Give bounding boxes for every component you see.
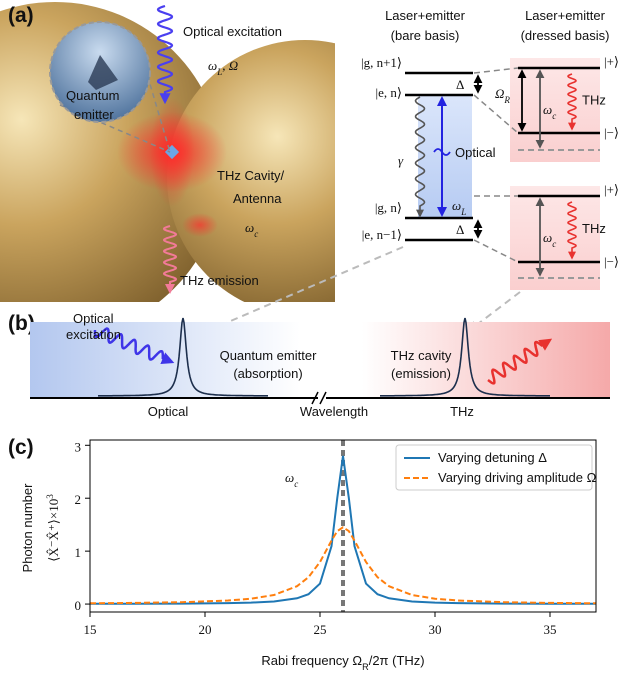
gamma: γ xyxy=(398,153,404,168)
x-axis-label-part: Rabi frequency xyxy=(261,653,352,668)
excitation-label: excitation xyxy=(66,327,121,342)
delta: Δ xyxy=(456,222,464,237)
x-axis-label-part: Ω xyxy=(352,653,362,668)
thz-label: THz xyxy=(582,93,606,108)
x-axis-label-part: /2π (THz) xyxy=(369,653,425,668)
thz-band xyxy=(510,58,600,162)
y-tick-label: 2 xyxy=(75,492,82,507)
emission-label: THz emission xyxy=(180,273,259,288)
excitation-label: Optical excitation xyxy=(183,24,282,39)
axis-label: Wavelength xyxy=(300,404,368,419)
cavity-freq-part: c xyxy=(552,239,556,249)
rabi-freq-part: R xyxy=(503,95,510,105)
resonance-label-part: c xyxy=(294,479,298,489)
header: (dressed basis) xyxy=(521,28,610,43)
x-tick-label: 30 xyxy=(429,622,442,637)
state-label: |−⟩ xyxy=(604,254,619,269)
inset-label: Quantum xyxy=(66,88,119,103)
inset-label: emitter xyxy=(74,107,114,122)
excitation-freq-part: ω xyxy=(208,58,217,73)
level-label: |g, n+1⟩ xyxy=(361,55,402,70)
y-axis-label-part: 3 xyxy=(45,494,55,499)
cavity-freq-part: ω xyxy=(245,220,254,235)
legend-label: Varying driving amplitude Ω xyxy=(438,470,597,485)
level-label: |e, n−1⟩ xyxy=(362,227,402,242)
resonance-label-part: ω xyxy=(285,470,294,485)
thz-band xyxy=(510,186,600,290)
header: Laser+emitter xyxy=(525,8,606,23)
y-tick-label: 0 xyxy=(75,598,82,613)
header: Laser+emitter xyxy=(385,8,466,23)
emitter-label: Quantum emitter xyxy=(220,348,317,363)
field-glow xyxy=(182,213,218,237)
optical-label: Optical xyxy=(455,145,496,160)
resonance-label: ωc xyxy=(285,470,298,489)
figure: (a)QuantumemitterOptical excitationωL, Ω… xyxy=(0,0,634,675)
x-tick-label: 25 xyxy=(314,622,327,637)
level-label: |g, n⟩ xyxy=(375,200,402,215)
level-label: |e, n⟩ xyxy=(376,85,402,100)
x-tick-label: 20 xyxy=(199,622,212,637)
delta: Δ xyxy=(456,77,464,92)
y-axis-label-part: ×10 xyxy=(46,499,61,519)
cavity-freq-part: ω xyxy=(543,230,552,245)
state-label: |+⟩ xyxy=(604,182,619,197)
x-tick-label: 15 xyxy=(84,622,97,637)
y-axis-label-part: ⟨X̂⁻X̂⁺⟩ xyxy=(46,519,61,562)
panel-label: (a) xyxy=(8,4,34,27)
y-axis-label: Photon number xyxy=(20,483,35,573)
rabi-freq: ΩR xyxy=(495,86,510,105)
x-tick-label: 35 xyxy=(544,622,557,637)
x-axis-label: Rabi frequency ΩR/2π (THz) xyxy=(261,653,424,672)
state-label: |−⟩ xyxy=(604,125,619,140)
cavity-freq-part: c xyxy=(254,229,258,239)
y-tick-label: 3 xyxy=(75,439,82,454)
rabi-freq-part: Ω xyxy=(495,86,504,101)
state-label: |+⟩ xyxy=(604,54,619,69)
thz-label: THz xyxy=(582,221,606,236)
y-tick-label: 1 xyxy=(75,545,82,560)
cavity-freq-part: c xyxy=(552,111,556,121)
excitation-label: Optical xyxy=(73,311,114,326)
header: (bare basis) xyxy=(391,28,460,43)
panel-label: (c) xyxy=(8,436,34,459)
axis-label: Optical xyxy=(148,404,189,419)
cavity-label: THz cavity xyxy=(391,348,452,363)
cavity-freq-part: ω xyxy=(543,102,552,117)
legend-label: Varying detuning Δ xyxy=(438,450,547,465)
axis-break xyxy=(320,392,326,404)
emitter-label: (absorption) xyxy=(233,366,302,381)
cavity-label: THz Cavity/ xyxy=(217,168,285,183)
laser-freq-part: ω xyxy=(452,198,461,213)
excitation-freq-part: , Ω xyxy=(222,58,238,73)
y-axis-label: ⟨X̂⁻X̂⁺⟩×103 xyxy=(45,494,61,562)
axis-label: THz xyxy=(450,404,474,419)
cavity-label: Antenna xyxy=(233,191,282,206)
cavity-label: (emission) xyxy=(391,366,451,381)
laser-freq-part: L xyxy=(460,207,466,217)
